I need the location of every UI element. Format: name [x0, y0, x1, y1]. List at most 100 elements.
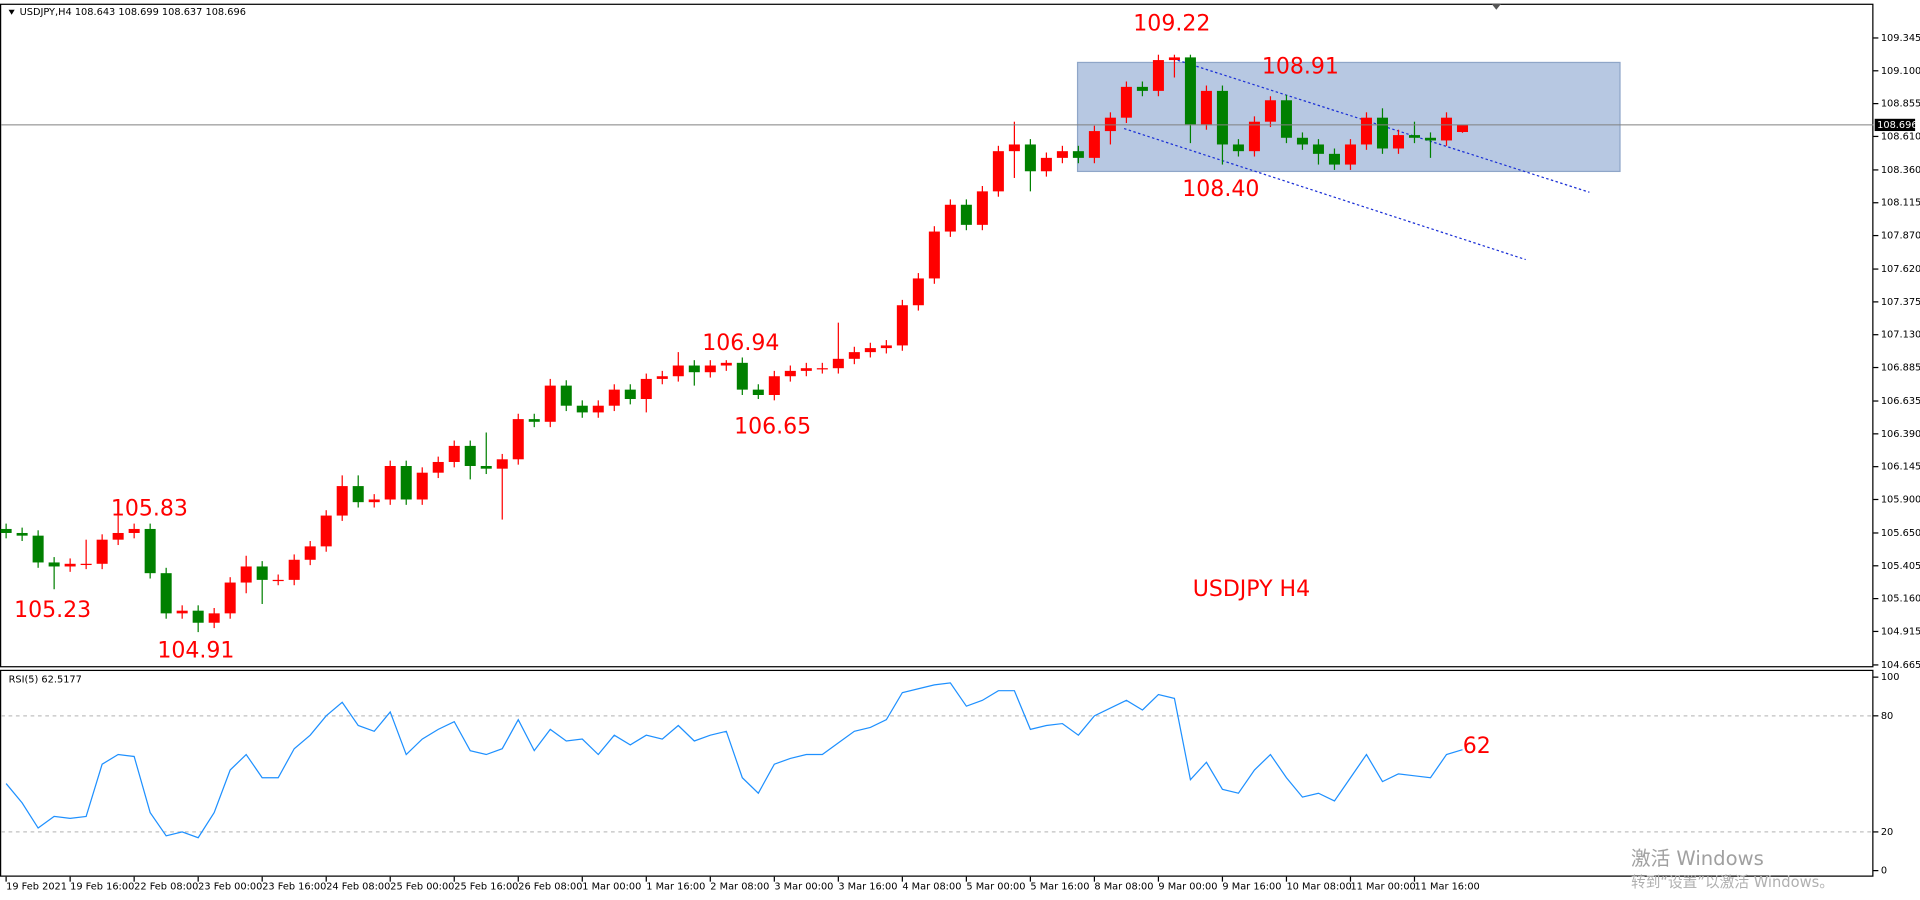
y-tick-label: 106.635: [1881, 396, 1920, 407]
x-tick-label: 8 Mar 08:00: [1094, 882, 1153, 893]
y-tick-label: 106.390: [1881, 429, 1920, 440]
x-tick-label: 4 Mar 08:00: [902, 882, 961, 893]
rsi-line: [5, 682, 1463, 839]
y-tick-label: 107.375: [1881, 297, 1920, 308]
y-tick-label: 105.160: [1881, 594, 1920, 605]
rsi-panel-frame: [0, 669, 1874, 877]
candle-body: [1296, 137, 1308, 145]
candle-body: [1136, 86, 1148, 91]
candle-body: [960, 204, 972, 225]
shift-marker: [1491, 3, 1502, 10]
candle-body: [1152, 60, 1164, 91]
candle-body: [400, 465, 412, 500]
x-tick-label: 3 Mar 00:00: [774, 882, 833, 893]
candle-body: [432, 461, 444, 473]
candle-body: [128, 528, 140, 533]
x-tick-label: 25 Feb 00:00: [390, 882, 454, 893]
candle-body: [16, 532, 28, 536]
candle-body: [320, 515, 332, 547]
candle-body: [816, 368, 828, 370]
candle-body: [1120, 86, 1132, 118]
candle-body: [1376, 117, 1388, 149]
candle-body: [1392, 135, 1404, 149]
annotation: 108.40: [1182, 177, 1259, 202]
candle-body: [272, 579, 284, 582]
candle-body: [544, 385, 556, 422]
candle-body: [576, 405, 588, 413]
annotation: 106.94: [702, 331, 779, 356]
candle-body: [80, 563, 92, 566]
candle-body: [1328, 153, 1340, 165]
x-tick-label: 5 Mar 16:00: [1030, 882, 1089, 893]
y-tick-label: 108.610: [1881, 131, 1920, 142]
y-tick-label: 109.100: [1881, 66, 1920, 77]
candle-body: [96, 539, 108, 564]
rsi-title: RSI(5) 62.5177: [9, 675, 82, 686]
candle-body: [1040, 157, 1052, 172]
annotation: 109.22: [1133, 11, 1210, 36]
price-tag-label: 108.696: [1877, 120, 1917, 131]
x-tick-label: 24 Feb 08:00: [326, 882, 390, 893]
candle-body: [480, 465, 492, 469]
annotation: USDJPY H4: [1193, 577, 1310, 602]
x-tick-label: 10 Mar 08:00: [1286, 882, 1351, 893]
candle-body: [1248, 121, 1260, 152]
candle-body: [1024, 144, 1036, 172]
candle-body: [1088, 131, 1100, 158]
y-tick-label: 104.665: [1881, 660, 1920, 671]
candle-body: [144, 528, 156, 574]
candle-body: [1424, 137, 1436, 141]
candle-body: [1216, 90, 1228, 145]
y-tick-label: 106.145: [1881, 462, 1920, 473]
candle-body: [896, 305, 908, 346]
annotation: 105.83: [111, 496, 188, 521]
candle-body: [704, 365, 716, 373]
x-tick-label: 3 Mar 16:00: [838, 882, 897, 893]
chart-title: USDJPY,H4 108.643 108.699 108.637 108.69…: [20, 7, 246, 18]
rsi-y-tick-label: 80: [1881, 711, 1893, 722]
candle-body: [1408, 135, 1420, 138]
candle-body: [1232, 144, 1244, 152]
candle-body: [912, 278, 924, 306]
candle-body: [496, 459, 508, 469]
candle-body: [256, 566, 268, 580]
candle-body: [1008, 144, 1020, 152]
candle-body: [1456, 124, 1469, 133]
candle-body: [208, 613, 220, 623]
price-tag: [1874, 118, 1916, 132]
rsi-y-tick-label: 0: [1881, 866, 1887, 877]
y-tick-label: 107.870: [1881, 231, 1920, 242]
x-tick-label: 19 Feb 16:00: [70, 882, 134, 893]
candle-body: [288, 559, 300, 580]
annotation: 62: [1463, 734, 1491, 759]
annotation: 106.65: [734, 414, 811, 439]
trend-line: [1172, 58, 1590, 193]
candle-body: [192, 610, 204, 623]
candle-body: [832, 358, 844, 369]
candle-body: [928, 231, 940, 279]
price-panel-frame: [0, 3, 1874, 668]
candle-body: [784, 370, 796, 377]
candle-body: [368, 499, 380, 503]
candle-body: [672, 365, 684, 377]
symbol-menu-icon: [8, 9, 15, 15]
candle-body: [1104, 117, 1116, 132]
rsi-y-tick-label: 20: [1881, 827, 1893, 838]
candle-body: [64, 563, 76, 567]
x-tick-label: 11 Mar 16:00: [1414, 882, 1479, 893]
candle-body: [1184, 57, 1196, 125]
annotation: 108.91: [1262, 54, 1339, 79]
candle-body: [768, 376, 780, 395]
candle-body: [752, 389, 764, 395]
candle-body: [992, 151, 1004, 192]
trend-line: [1123, 127, 1526, 261]
candle-body: [736, 362, 748, 390]
candle-body: [1440, 117, 1452, 141]
candle-body: [416, 472, 428, 500]
candle-body: [1072, 151, 1084, 158]
y-tick-label: 106.885: [1881, 363, 1920, 374]
candle-body: [528, 419, 540, 422]
candle-body: [176, 610, 188, 614]
